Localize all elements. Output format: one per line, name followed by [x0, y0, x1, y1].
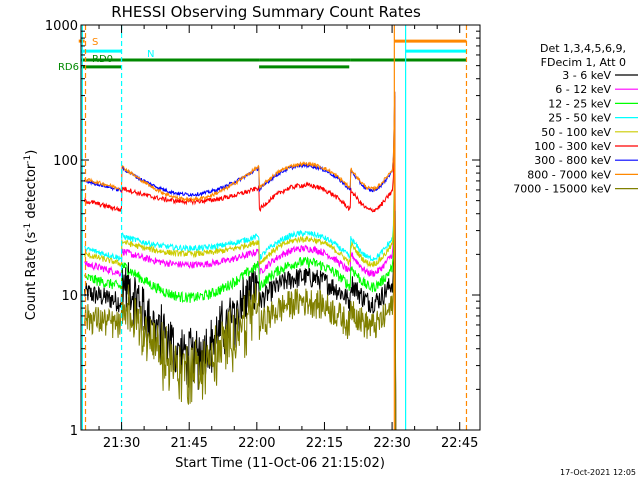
legend-header-0: Det 1,3,4,5,6,9, — [540, 42, 626, 55]
vertical-markers — [81, 25, 468, 430]
series-line-4 — [84, 149, 397, 431]
legend-entry-1: 6 - 12 keV — [555, 83, 611, 96]
series-line-1 — [84, 158, 397, 431]
flag-bars: S N RD0 RD6 — [58, 37, 467, 73]
legend-header-1: FDecim 1, Att 0 — [541, 56, 626, 69]
series-line-7 — [84, 91, 397, 431]
flag-label-1: N — [147, 49, 154, 60]
flag-label-0: S — [92, 37, 98, 48]
x-tick-label: 21:30 — [103, 436, 140, 451]
legend-entry-7: 800 - 7000 keV — [527, 168, 611, 181]
x-tick-label: 22:00 — [238, 436, 275, 451]
y-axis-label: Count Rate (s-1 detector-1) — [23, 150, 39, 321]
x-tick-label: 22:30 — [373, 436, 410, 451]
legend-entry-8: 7000 - 15000 keV — [513, 183, 611, 196]
y-tick-label: 10 — [61, 289, 78, 304]
series-line-8 — [84, 210, 397, 431]
series-line-3 — [84, 143, 397, 431]
plot-frame — [80, 24, 481, 431]
legend-entry-0: 3 - 6 keV — [562, 69, 611, 82]
y-axis-label-end: ) — [24, 150, 39, 155]
legend: Det 1,3,4,5,6,9,FDecim 1, Att 03 - 6 keV… — [513, 42, 638, 196]
series-line-5 — [84, 95, 397, 431]
series-layer — [84, 91, 397, 431]
legend-entry-2: 12 - 25 keV — [548, 97, 611, 110]
y-tick-label: 1000 — [45, 19, 78, 34]
x-tick-label: 21:45 — [170, 436, 207, 451]
y-tick-label: 1 — [70, 424, 78, 439]
x-axis-label: Start Time (11-Oct-06 21:15:02) — [175, 456, 385, 471]
legend-entry-3: 25 - 50 keV — [548, 112, 611, 125]
chart-title: RHESSI Observing Summary Count Rates — [111, 3, 421, 21]
series-line-2 — [84, 172, 397, 431]
flag-label-3: RD6 — [58, 62, 79, 73]
x-tick-label: 22:45 — [441, 436, 478, 451]
flag-label-2: RD0 — [92, 54, 113, 65]
y-axis-label-sup2: -1 — [23, 155, 33, 164]
x-tick-label: 22:15 — [306, 436, 343, 451]
y-axis-label-main: Count Rate (s — [24, 232, 39, 321]
axes: 1 10 100 1000 21:30 21:45 22:00 22:15 22:30 22:45 — [45, 19, 481, 451]
legend-entry-5: 100 - 300 keV — [534, 140, 611, 153]
legend-entry-4: 50 - 100 keV — [541, 126, 611, 139]
y-tick-label: 100 — [53, 154, 78, 169]
legend-entry-6: 300 - 800 keV — [534, 154, 611, 167]
timestamp: 17-Oct-2021 12:05 — [560, 468, 636, 477]
y-axis-label-mid: detector — [24, 163, 39, 223]
y-axis-label-sup1: -1 — [23, 223, 33, 232]
